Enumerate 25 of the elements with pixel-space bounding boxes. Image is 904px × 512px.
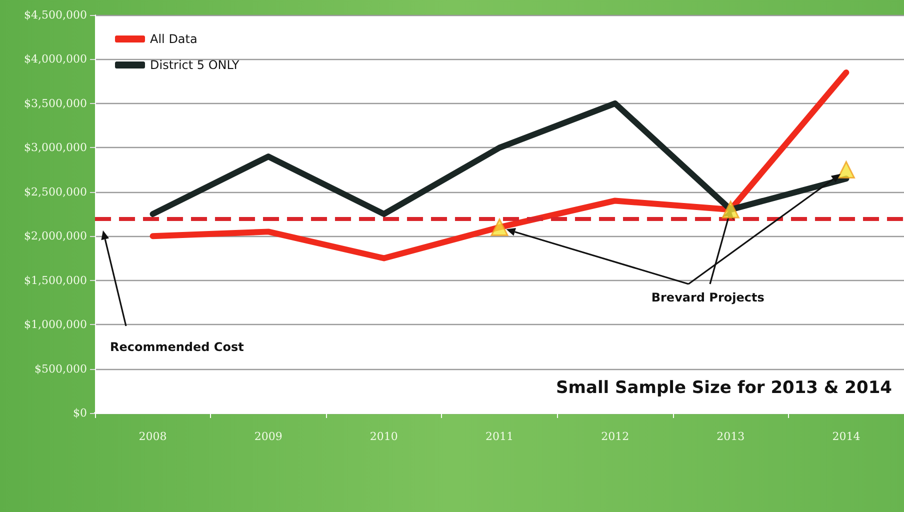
x-tick-label: 2013 (716, 430, 745, 443)
x-tick-label: 2014 (832, 430, 860, 443)
x-tick-label: 2009 (254, 430, 282, 443)
point (722, 200, 740, 218)
y-tick-label: $2,500,000 (24, 185, 87, 198)
point (490, 218, 508, 236)
y-tick-label: $3,000,000 (24, 141, 87, 154)
annotation: Small Sample Size for 2013 & 2014 (556, 378, 892, 398)
point (837, 161, 855, 179)
y-tick-label: $3,500,000 (24, 96, 87, 110)
annotation: Recommended Cost (110, 340, 244, 354)
x-tick-label: 2011 (486, 430, 514, 443)
x-tick-label: 2010 (370, 430, 398, 443)
y-tick-label: $0 (73, 406, 87, 420)
legend-label: All Data (150, 32, 198, 46)
y-tick-label: $1,500,000 (24, 274, 87, 287)
legend-label: District 5 ONLY (150, 58, 240, 72)
x-tick-label: 2012 (601, 430, 630, 443)
y-tick-label: $1,000,000 (24, 318, 87, 332)
y-tick-label: $4,500,000 (24, 8, 87, 22)
y-tick-label: $4,000,000 (24, 52, 87, 66)
y-tick-label: $500,000 (34, 362, 87, 376)
y-tick-label: $2,000,000 (24, 230, 87, 243)
x-tick-label: 2008 (138, 430, 167, 443)
annotation: Brevard Projects (651, 290, 764, 305)
